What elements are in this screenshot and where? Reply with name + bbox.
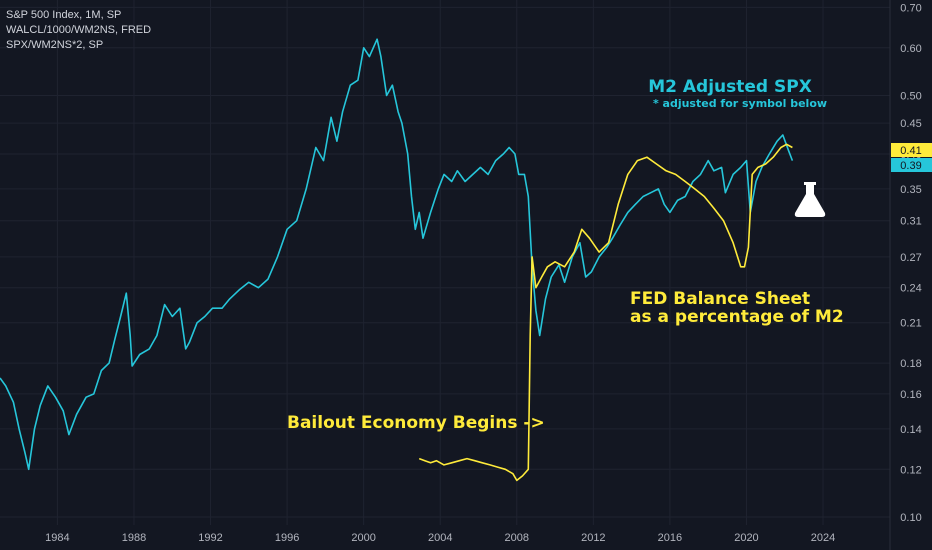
x-tick-label: 2008 — [505, 532, 529, 544]
x-tick-label: 1984 — [45, 532, 69, 544]
price-tag-yellow-value: 0.41 — [900, 145, 921, 157]
bailout-annotation: Bailout Economy Begins -> — [287, 413, 545, 433]
legend-spx[interactable]: S&P 500 Index, 1M, SP — [6, 9, 122, 21]
flask-icon — [794, 182, 826, 217]
y-tick-label: 0.12 — [900, 464, 921, 476]
chart-legend: S&P 500 Index, 1M, SP WALCL/1000/WM2NS, … — [6, 8, 151, 53]
series-line-fed-balance — [418, 143, 793, 482]
x-tick-label: 2012 — [581, 532, 605, 544]
price-tag-cyan: 0.39 — [891, 158, 932, 172]
y-tick-label: 0.60 — [900, 43, 921, 55]
y-tick-label: 0.31 — [900, 216, 921, 228]
x-tick-label: 1992 — [198, 532, 222, 544]
y-tick-label: 0.21 — [900, 318, 921, 330]
m2-adjusted-note: * adjusted for symbol below — [653, 97, 827, 110]
price-tag-yellow: 0.41 — [891, 143, 932, 157]
x-tick-label: 2020 — [734, 532, 758, 544]
legend-spx-m2[interactable]: SPX/WM2NS*2, SP — [6, 39, 104, 51]
y-tick-label: 0.24 — [900, 283, 921, 295]
y-tick-label: 0.45 — [900, 118, 921, 130]
x-tick-label: 1996 — [275, 532, 299, 544]
y-tick-label: 0.18 — [900, 358, 921, 370]
m2-adjusted-title: M2 Adjusted SPX — [648, 77, 812, 97]
y-tick-label: 0.27 — [900, 252, 921, 264]
y-tick-label: 0.70 — [900, 2, 921, 14]
price-tag-cyan-value: 0.39 — [900, 160, 921, 172]
y-tick-label: 0.16 — [900, 389, 921, 401]
x-tick-label: 1988 — [122, 532, 146, 544]
fed-label-line1: FED Balance Sheet — [630, 289, 810, 309]
x-tick-label: 2016 — [658, 532, 682, 544]
y-tick-label: 0.50 — [900, 91, 921, 103]
y-tick-label: 0.14 — [900, 424, 921, 436]
series-group — [0, 38, 794, 482]
y-tick-label: 0.10 — [900, 512, 921, 524]
legend-walcl[interactable]: WALCL/1000/WM2NS, FRED — [6, 24, 152, 36]
fed-label-line2: as a percentage of M2 — [630, 307, 844, 327]
x-tick-label: 2000 — [351, 532, 375, 544]
grid-lines — [0, 0, 890, 525]
y-tick-label: 0.35 — [900, 184, 921, 196]
time-axis: 1984 1988 1992 1996 2000 2004 2008 2012 2016 2020… — [45, 532, 835, 544]
x-tick-label: 2004 — [428, 532, 452, 544]
x-tick-label: 2024 — [811, 532, 835, 544]
series-line-spx-m2 — [0, 38, 794, 471]
